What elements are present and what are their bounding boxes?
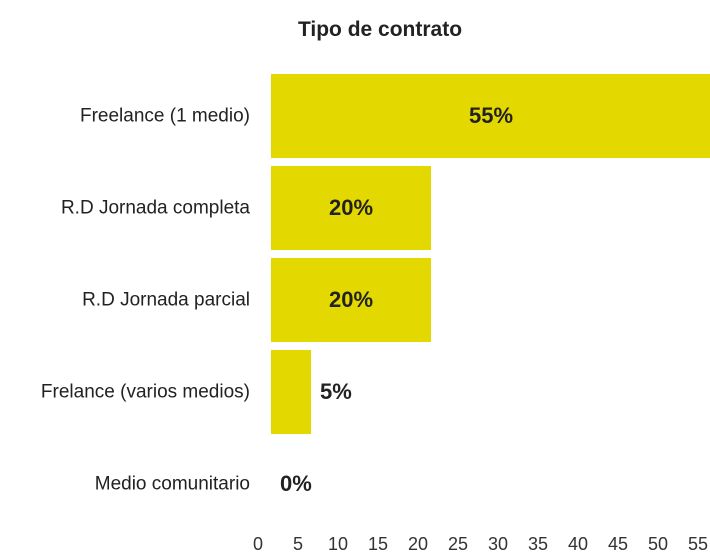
bar: [271, 350, 311, 434]
bar: [271, 258, 431, 342]
x-tick-label: 5: [292, 534, 304, 554]
value-label: 20%: [328, 195, 374, 220]
category-label: Frelance (varios medios): [40, 381, 250, 403]
x-tick-label: 0: [252, 534, 264, 554]
value-label: 55%: [468, 103, 514, 128]
category-label: Freelance (1 medio): [79, 105, 250, 127]
value-label: 5%: [320, 379, 352, 404]
x-tick-label: 45: [607, 534, 629, 554]
value-label: 0%: [280, 471, 312, 496]
x-tick-label: 35: [527, 534, 549, 554]
chart-title: Tipo de contrato: [297, 18, 463, 41]
x-tick-label: 50: [647, 534, 669, 554]
x-tick-label: 55: [687, 534, 709, 554]
x-tick-label: 25: [447, 534, 469, 554]
category-label: Medio comunitario: [94, 473, 250, 495]
x-tick-label: 40: [567, 534, 589, 554]
category-label: R.D Jornada parcial: [82, 289, 250, 311]
value-label: 20%: [328, 287, 374, 312]
bar: [271, 166, 431, 250]
category-label: R.D Jornada completa: [60, 197, 250, 219]
x-tick-label: 10: [327, 534, 349, 554]
bar: [271, 74, 710, 158]
x-tick-label: 20: [407, 534, 429, 554]
x-tick-label: 30: [487, 534, 509, 554]
x-tick-label: 15: [367, 534, 389, 554]
